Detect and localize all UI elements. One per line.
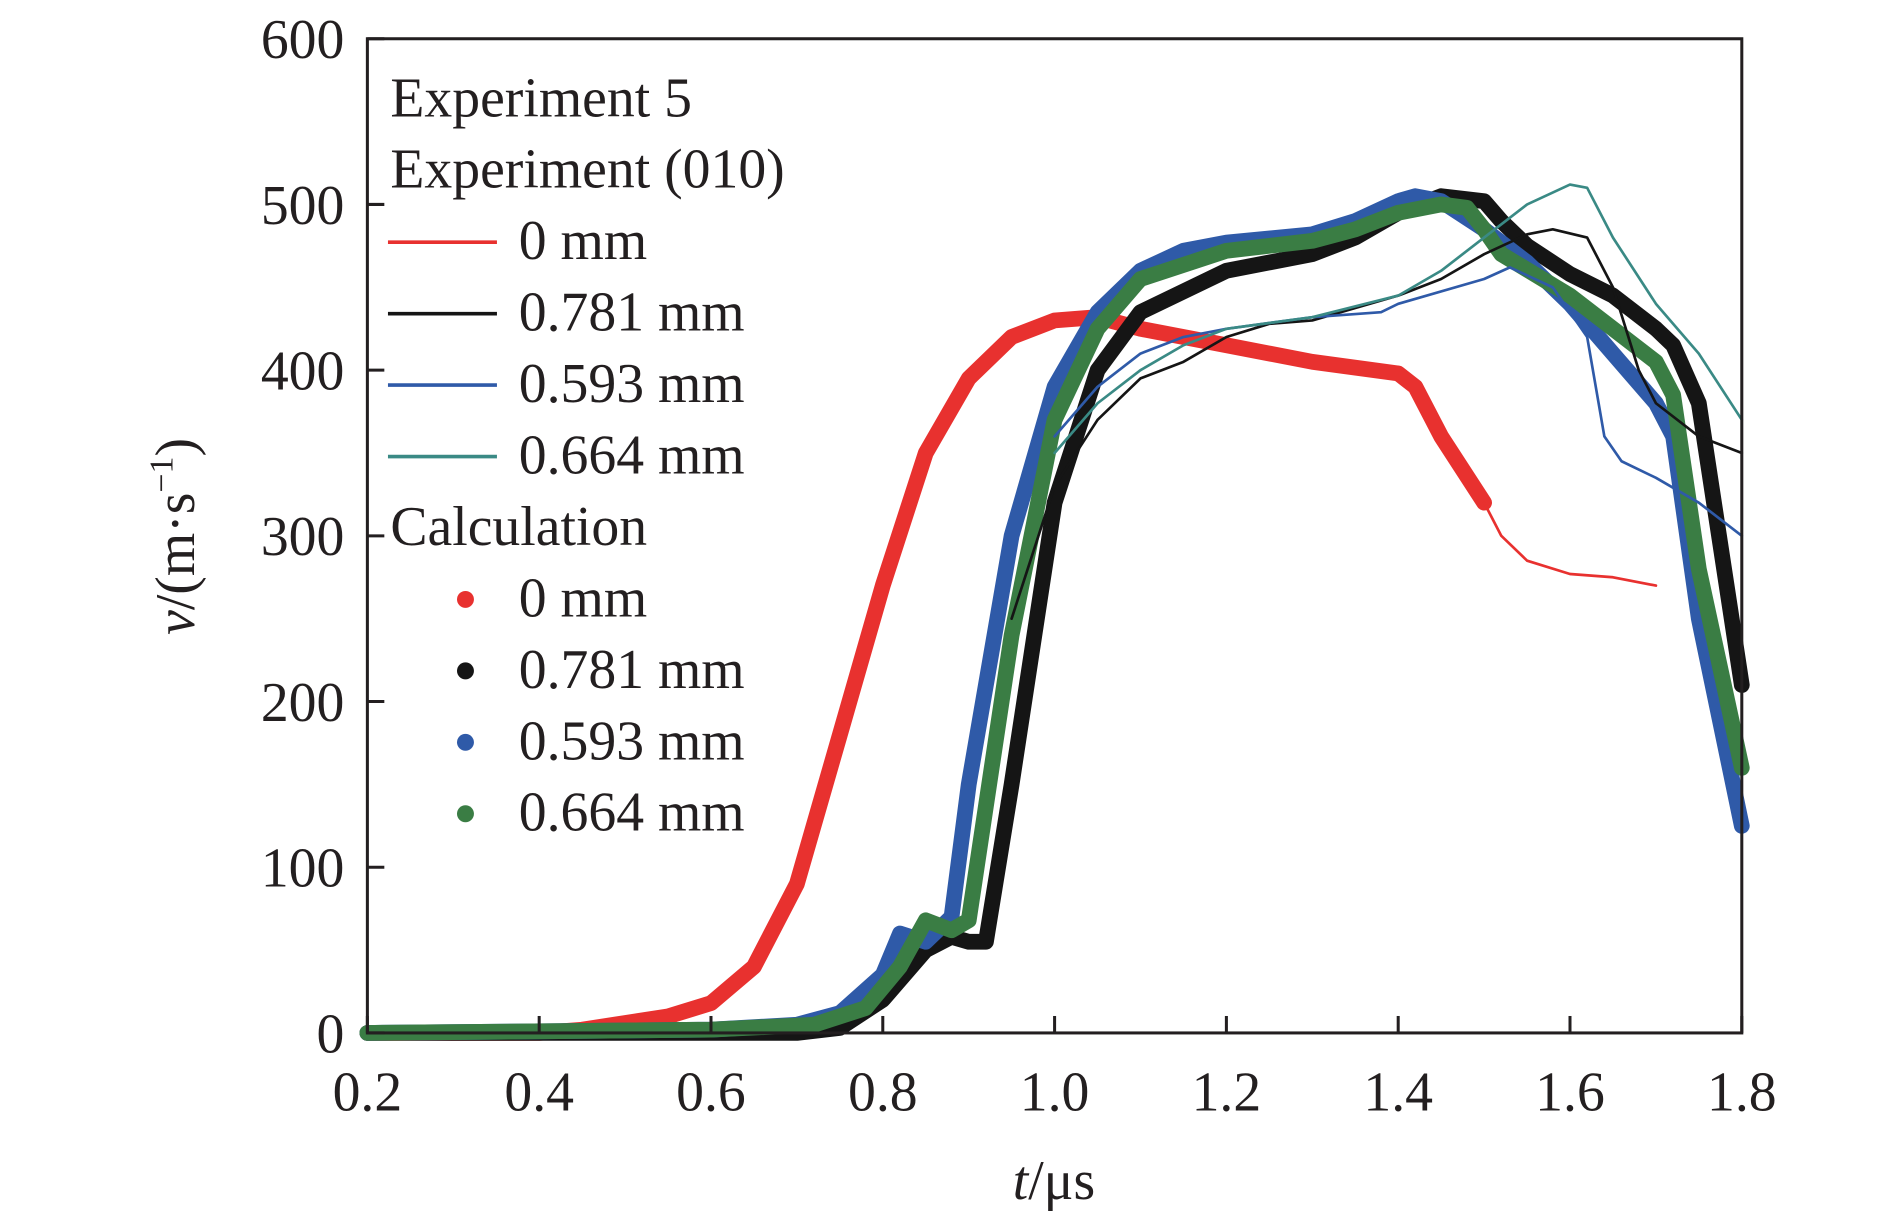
y-tick-label: 400 — [261, 341, 345, 403]
legend-label: 0.593 mm — [519, 353, 745, 415]
calc-0-664-mm-series — [359, 196, 1750, 1041]
legend-label: 0.664 mm — [519, 424, 745, 486]
legend-dot-swatch — [456, 662, 474, 680]
legend-label: 0.664 mm — [519, 782, 745, 844]
y-tick-label: 500 — [261, 175, 345, 237]
x-tick-label: 1.8 — [1707, 1061, 1777, 1123]
ticks: 0.2 0.4 0.6 0.8 1.0 1.2 1.4 1.6 1.8 0 100 200 300 400… — [261, 9, 1777, 1123]
x-tick-label: 0.2 — [333, 1061, 403, 1123]
legend-dot-swatch — [456, 733, 474, 751]
legend-label: 0.781 mm — [519, 639, 745, 701]
x-tick-label: 1.0 — [1020, 1061, 1090, 1123]
x-tick-label: 0.8 — [848, 1061, 918, 1123]
exp-0-664-mm-series — [1053, 183, 1744, 455]
legend-label: 0.593 mm — [519, 710, 745, 772]
legend-title-calculation: Calculation — [390, 496, 647, 558]
exp-0-mm-series — [1482, 501, 1658, 587]
y-tick-label: 300 — [261, 506, 345, 568]
legend-dot-swatch — [456, 805, 474, 823]
legend-label: 0 mm — [519, 567, 647, 629]
x-tick-label: 1.6 — [1535, 1061, 1605, 1123]
x-axis-label: t/μs — [1013, 1150, 1095, 1212]
legend-dot-swatch — [456, 590, 474, 608]
exp-0-593-mm-series — [1053, 266, 1744, 538]
y-tick-label: 0 — [317, 1003, 345, 1065]
x-tick-label: 0.4 — [504, 1061, 574, 1123]
y-axis-label: v/(m·s−1) — [143, 438, 207, 635]
y-tick-label: 600 — [261, 9, 345, 71]
calc-0-593-mm-series — [359, 188, 1750, 1041]
x-tick-label: 1.2 — [1192, 1061, 1262, 1123]
legend-title-experiment-5: Experiment 5 — [390, 67, 692, 129]
y-tick-label: 200 — [261, 672, 345, 734]
legend-label: 0.781 mm — [519, 282, 745, 344]
exp-0-781-mm-series — [1010, 228, 1744, 621]
x-tick-label: 1.4 — [1363, 1061, 1433, 1123]
x-tick-label: 0.6 — [676, 1061, 746, 1123]
y-tick-label: 100 — [261, 838, 345, 900]
calc-0-mm-series — [359, 309, 1492, 1041]
legend-title-experiment-010: Experiment (010) — [390, 139, 784, 201]
series-layer — [359, 183, 1750, 1041]
legend-label: 0 mm — [519, 210, 647, 272]
legend: Experiment 5 Experiment (010) Calculatio… — [387, 67, 785, 844]
